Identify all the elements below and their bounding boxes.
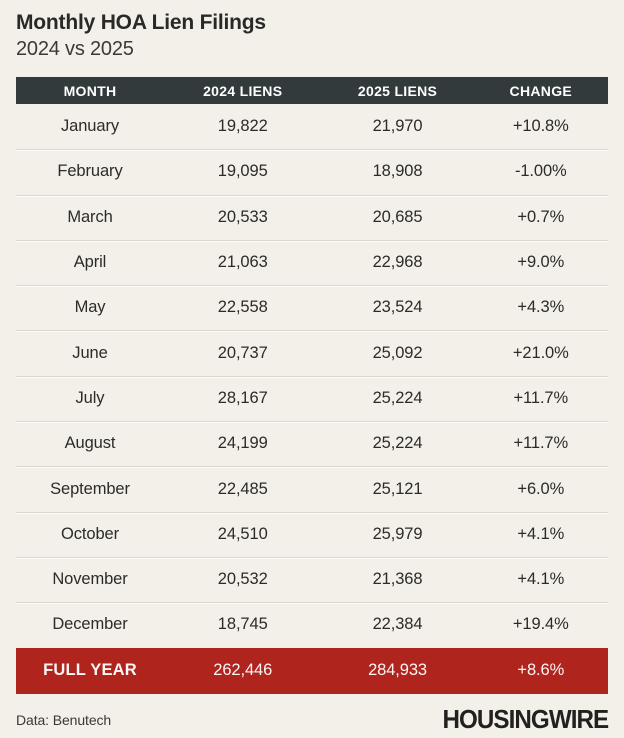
- table-row-august: August 24,199 25,224 +11.7%: [16, 421, 608, 467]
- cell-month: November: [52, 570, 128, 589]
- page-subtitle: 2024 vs 2025: [16, 38, 134, 60]
- cell-month: August: [64, 434, 116, 453]
- total-change: +8.6%: [517, 661, 565, 680]
- table-row-january: January 19,822 21,970 +10.8%: [16, 104, 608, 150]
- cell-month: May: [74, 298, 106, 317]
- table-row-november: November 20,532 21,368 +4.1%: [16, 556, 608, 603]
- cell-2024-liens: 19,822: [217, 117, 268, 136]
- cell-month: February: [57, 162, 123, 181]
- column-header-month: MONTH: [63, 82, 117, 99]
- table-row-may: May 22,558 23,524 +4.3%: [16, 285, 608, 331]
- cell-2025-liens: 21,368: [372, 570, 423, 589]
- cell-change: +11.7%: [513, 434, 569, 453]
- page-title: Monthly HOA Lien Filings: [16, 11, 266, 34]
- cell-change: +19.4%: [512, 615, 569, 634]
- cell-2025-liens: 21,970: [372, 117, 423, 136]
- table-row-june: June 20,737 25,092 +21.0%: [16, 330, 608, 376]
- lien-filings-table: MONTH 2024 LIENS 2025 LIENS CHANGE Janua…: [16, 77, 608, 694]
- table-row-march: March 20,533 20,685 +0.7%: [16, 194, 608, 240]
- cell-change: +6.0%: [517, 479, 565, 498]
- table-header-row: MONTH 2024 LIENS 2025 LIENS CHANGE: [16, 77, 608, 104]
- cell-2025-liens: 22,384: [372, 615, 423, 634]
- cell-2025-liens: 18,908: [372, 162, 423, 181]
- cell-month: July: [75, 388, 105, 407]
- cell-change: +4.3%: [517, 298, 565, 317]
- cell-2025-liens: 25,092: [372, 343, 423, 362]
- cell-change: +10.8%: [512, 117, 569, 136]
- table-row-february: February 19,095 18,908 -1.00%: [16, 149, 608, 195]
- column-header-change: CHANGE: [509, 82, 573, 99]
- table-total-row: FULL YEAR 262,446 284,933 +8.6%: [16, 647, 608, 694]
- bottom-bar: Data: Benutech HOUSINGWIRE: [16, 703, 609, 737]
- cell-2024-liens: 22,485: [217, 479, 268, 498]
- cell-2025-liens: 25,224: [372, 388, 423, 407]
- table-row-october: October 24,510 25,979 +4.1%: [16, 511, 608, 557]
- cell-month: December: [52, 615, 128, 634]
- cell-month: March: [67, 207, 113, 226]
- table-row-december: December 18,745 22,384 +19.4%: [16, 602, 608, 648]
- cell-month: January: [60, 117, 119, 136]
- cell-2024-liens: 28,167: [217, 388, 268, 407]
- cell-2024-liens: 24,510: [217, 524, 268, 543]
- cell-2024-liens: 18,745: [217, 615, 268, 634]
- cell-change: -1.00%: [514, 162, 567, 181]
- column-header-2025-liens: 2025 LIENS: [357, 82, 438, 99]
- cell-2024-liens: 20,532: [217, 570, 268, 589]
- cell-2025-liens: 23,524: [372, 298, 423, 317]
- cell-change: +21.0%: [512, 343, 569, 362]
- cell-month: September: [50, 479, 130, 498]
- cell-2025-liens: 20,685: [372, 207, 423, 226]
- cell-2025-liens: 25,979: [372, 524, 423, 543]
- cell-2024-liens: 21,063: [217, 253, 268, 272]
- cell-change: +4.1%: [517, 524, 565, 543]
- table-row-july: July 28,167 25,224 +11.7%: [16, 375, 608, 422]
- column-header-2024-liens: 2024 LIENS: [203, 82, 283, 99]
- cell-month: June: [72, 343, 108, 362]
- total-2024-liens: 262,446: [213, 661, 273, 680]
- table-row-april: April 21,063 22,968 +9.0%: [16, 239, 608, 286]
- cell-month: April: [73, 253, 107, 272]
- cell-2024-liens: 22,558: [217, 298, 268, 317]
- table-row-september: September 22,485 25,121 +6.0%: [16, 466, 608, 512]
- cell-2024-liens: 20,533: [217, 207, 268, 226]
- cell-change: +11.7%: [513, 388, 569, 407]
- cell-2024-liens: 20,737: [217, 343, 268, 362]
- total-label: FULL YEAR: [43, 661, 137, 680]
- cell-change: +0.7%: [517, 207, 565, 226]
- total-2025-liens: 284,933: [368, 661, 428, 680]
- cell-change: +4.1%: [517, 570, 565, 589]
- cell-2024-liens: 19,095: [217, 162, 268, 181]
- cell-month: October: [61, 524, 119, 543]
- cell-change: +9.0%: [517, 253, 565, 272]
- cell-2025-liens: 25,121: [372, 479, 423, 498]
- housingwire-logo: HOUSINGWIRE: [442, 704, 609, 735]
- cell-2024-liens: 24,199: [217, 434, 268, 453]
- data-source-credit: Data: Benutech: [16, 711, 112, 728]
- cell-2025-liens: 25,224: [372, 434, 423, 453]
- cell-2025-liens: 22,968: [372, 253, 423, 272]
